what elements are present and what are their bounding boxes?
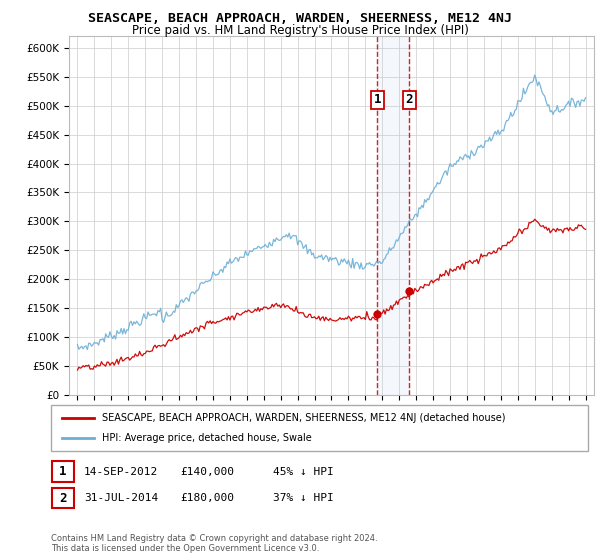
Text: 1: 1	[59, 465, 67, 478]
Text: HPI: Average price, detached house, Swale: HPI: Average price, detached house, Swal…	[102, 433, 312, 443]
Text: SEASCAPE, BEACH APPROACH, WARDEN, SHEERNESS, ME12 4NJ (detached house): SEASCAPE, BEACH APPROACH, WARDEN, SHEERN…	[102, 413, 506, 423]
Text: 2: 2	[406, 94, 413, 106]
Text: Price paid vs. HM Land Registry's House Price Index (HPI): Price paid vs. HM Land Registry's House …	[131, 24, 469, 36]
Text: 2: 2	[59, 492, 67, 505]
Text: Contains HM Land Registry data © Crown copyright and database right 2024.: Contains HM Land Registry data © Crown c…	[51, 534, 377, 543]
Text: 1: 1	[374, 94, 381, 106]
Text: 45% ↓ HPI: 45% ↓ HPI	[273, 466, 334, 477]
Text: £140,000: £140,000	[180, 466, 234, 477]
Text: 37% ↓ HPI: 37% ↓ HPI	[273, 493, 334, 503]
Text: SEASCAPE, BEACH APPROACH, WARDEN, SHEERNESS, ME12 4NJ: SEASCAPE, BEACH APPROACH, WARDEN, SHEERN…	[88, 12, 512, 25]
Text: This data is licensed under the Open Government Licence v3.0.: This data is licensed under the Open Gov…	[51, 544, 319, 553]
Bar	[377, 36, 409, 395]
Text: 31-JUL-2014: 31-JUL-2014	[84, 493, 158, 503]
Text: 14-SEP-2012: 14-SEP-2012	[84, 466, 158, 477]
Text: £180,000: £180,000	[180, 493, 234, 503]
